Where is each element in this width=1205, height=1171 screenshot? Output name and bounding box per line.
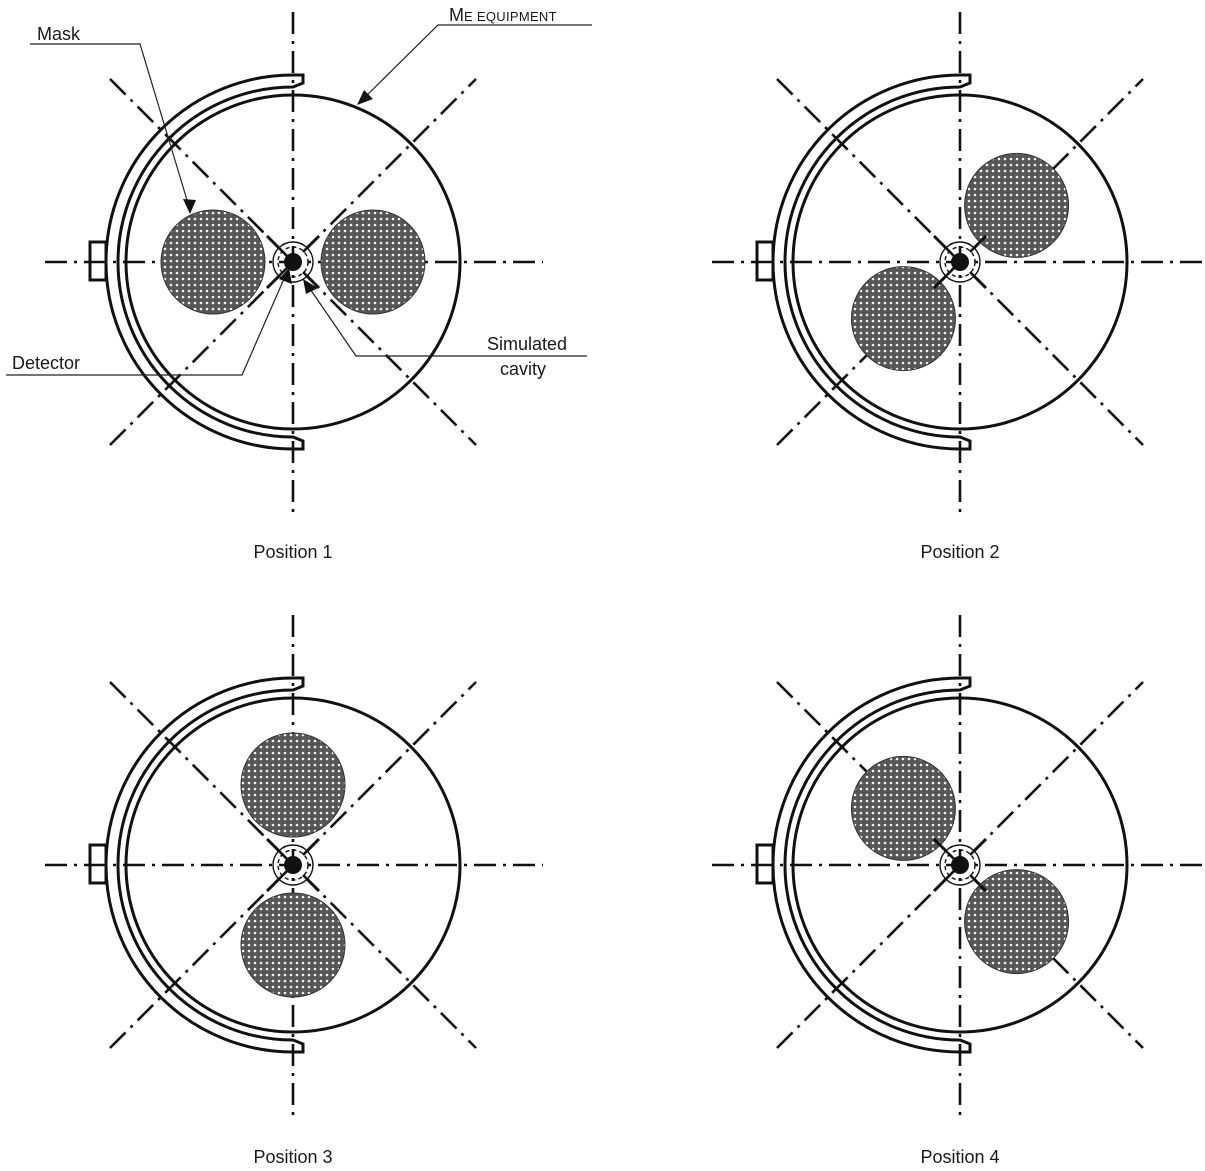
detector-inner-ring — [944, 246, 976, 278]
panel-position-2: Position 2 — [712, 12, 1205, 562]
position-caption: Position 1 — [253, 542, 332, 562]
detector-tick-4 — [972, 274, 988, 290]
panel-position-3: Position 3 — [45, 615, 543, 1167]
detector-tick-1 — [932, 234, 948, 250]
mask-disk-1 — [850, 755, 956, 861]
detector-ring — [939, 844, 981, 886]
detector-tick-2 — [305, 234, 321, 250]
support-arc — [104, 73, 305, 451]
diagonal-axis-a — [776, 78, 1144, 446]
panel-position-1: Position 1 — [45, 12, 543, 562]
detector-inner-ring — [944, 849, 976, 881]
detector-inner-ring — [277, 849, 309, 881]
me-equipment-circle — [124, 696, 462, 1034]
support-arc — [104, 676, 305, 1054]
annotations: Mask ME EQUIPMENT Detector Simulated cav… — [6, 5, 592, 379]
detector-tick-3 — [932, 877, 948, 893]
mask-disk-2 — [240, 892, 346, 998]
mask-disk-1 — [240, 732, 346, 838]
detector-tick-3 — [265, 877, 281, 893]
detector-ring — [939, 241, 981, 283]
panel-position-4: Position 4 — [712, 615, 1205, 1167]
diagonal-axis-b — [109, 681, 477, 1049]
mask-disk-1 — [964, 152, 1070, 258]
diagonal-axis-b — [776, 681, 1144, 1049]
me-equipment-arrowhead — [357, 90, 373, 105]
simulated-cavity — [284, 856, 302, 874]
detector-tick-2 — [972, 837, 988, 853]
support-arc — [771, 676, 972, 1054]
position-caption: Position 4 — [920, 1147, 999, 1167]
mask-disk-1 — [320, 209, 426, 315]
mask-leader — [30, 43, 191, 211]
simulated-cavity-leader — [305, 282, 587, 357]
mask-arrowhead — [183, 199, 196, 214]
detector-tick-3 — [932, 274, 948, 290]
detector-ring — [272, 241, 314, 283]
detector-tick-2 — [305, 837, 321, 853]
simulated-cavity-label-line1: Simulated — [487, 334, 567, 354]
me-equipment-circle — [791, 696, 1129, 1034]
support-arc — [771, 73, 972, 451]
detector-leader — [6, 271, 288, 376]
diagonal-axis-b — [109, 78, 477, 446]
detector-inner-ring — [277, 246, 309, 278]
detector-tick-1 — [265, 837, 281, 853]
detector-tick-1 — [932, 837, 948, 853]
simulated-cavity-arrowhead — [303, 279, 318, 294]
diagonal-axis-a — [776, 681, 1144, 1049]
panels-group: Position 1 Position 2 Position 3 Position 4 — [45, 12, 1205, 1167]
detector-tick-4 — [972, 877, 988, 893]
detector-tick-4 — [305, 877, 321, 893]
detector-tick-1 — [265, 234, 281, 250]
diagonal-axis-b — [776, 78, 1144, 446]
me-equipment-label: ME EQUIPMENT — [449, 5, 557, 25]
mask-disk-2 — [850, 266, 956, 372]
simulated-cavity — [284, 253, 302, 271]
detector-ring — [272, 844, 314, 886]
detector-label: Detector — [12, 353, 80, 373]
position-caption: Position 3 — [253, 1147, 332, 1167]
detector-tick-3 — [265, 274, 281, 290]
me-equipment-circle — [124, 93, 462, 431]
detector-tick-4 — [305, 274, 321, 290]
mask-disk-2 — [160, 209, 266, 315]
me-equipment-circle — [791, 93, 1129, 431]
detector-tick-2 — [972, 234, 988, 250]
simulated-cavity-label-line2: cavity — [500, 359, 546, 379]
position-caption: Position 2 — [920, 542, 999, 562]
simulated-cavity — [951, 253, 969, 271]
detector-arrowhead — [279, 268, 292, 284]
diagonal-axis-a — [109, 681, 477, 1049]
simulated-cavity — [951, 856, 969, 874]
mask-label: Mask — [37, 24, 81, 44]
mask-disk-2 — [964, 869, 1070, 975]
me-equipment-leader — [359, 24, 592, 103]
diagonal-axis-a — [109, 78, 477, 446]
